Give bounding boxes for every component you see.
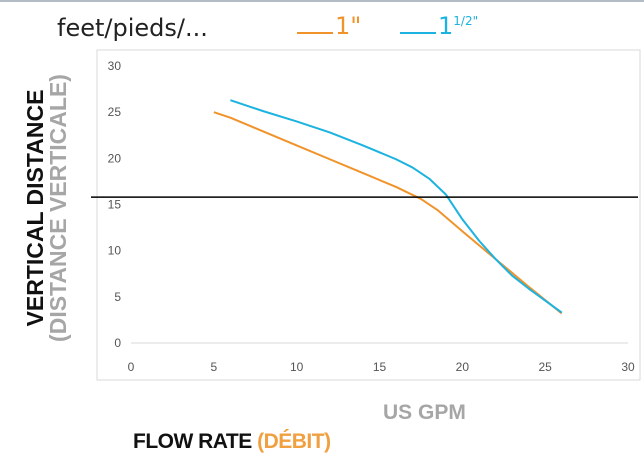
legend-label-1-half-inch-sup: 1/2" — [453, 14, 479, 28]
y-tick-label: 30 — [108, 59, 122, 73]
x-axis-title-sub: (DÉBIT) — [257, 430, 331, 453]
legend-label-1-half-inch: 1 — [438, 12, 454, 40]
y-tick-label: 20 — [108, 151, 122, 165]
y-tick-label: 25 — [108, 105, 122, 119]
x-axis-units: US GPM — [383, 401, 466, 424]
x-tick-label: 10 — [290, 360, 304, 374]
x-tick-label: 30 — [621, 360, 635, 374]
x-tick-label: 5 — [210, 360, 217, 374]
top-border — [0, 0, 644, 2]
x-tick-label: 0 — [128, 360, 135, 374]
y-tick-label: 5 — [114, 290, 121, 304]
series-line-1-half-inch — [230, 99, 563, 314]
x-tick-label: 25 — [538, 360, 552, 374]
legend-item-1-inch: 1" — [297, 12, 361, 40]
plot-area-border — [96, 49, 641, 381]
x-axis-title-main: FLOW RATE — [133, 430, 258, 453]
x-tick-label: 20 — [456, 360, 470, 374]
x-tick-label: 15 — [373, 360, 387, 374]
y-tick-label: 15 — [108, 198, 122, 212]
legend-swatch-orange — [297, 32, 333, 34]
x-axis-title: FLOW RATE (DÉBIT) — [133, 430, 331, 454]
legend-item-1-half-inch: 11/2" — [400, 12, 478, 40]
y-tick-label: 10 — [108, 244, 122, 258]
y-tick-label: 0 — [114, 336, 121, 350]
units-label: feet/pieds/... — [57, 14, 208, 42]
legend-label-1-inch: 1" — [335, 12, 362, 40]
series-line-1-inch — [213, 111, 563, 315]
legend-swatch-blue — [400, 32, 436, 34]
